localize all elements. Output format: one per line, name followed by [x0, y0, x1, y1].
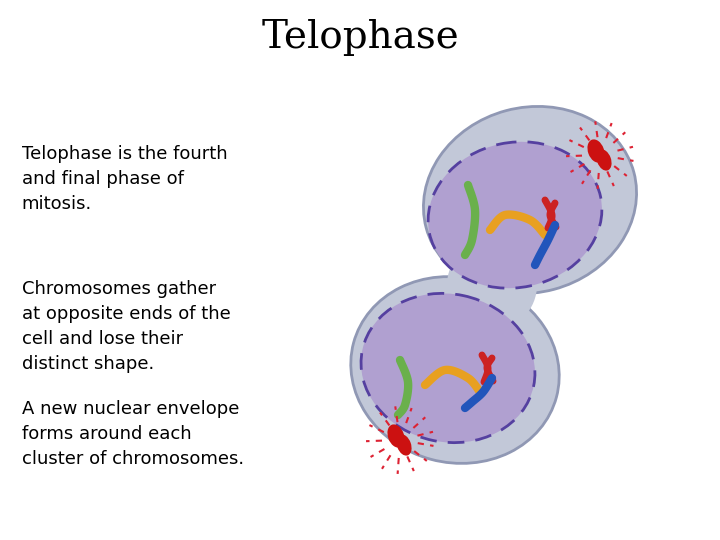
Ellipse shape [588, 139, 605, 163]
Ellipse shape [596, 150, 611, 171]
Ellipse shape [361, 293, 535, 443]
Ellipse shape [397, 434, 412, 456]
Ellipse shape [351, 276, 559, 463]
Ellipse shape [447, 240, 537, 330]
Ellipse shape [428, 142, 602, 288]
Text: Chromosomes gather
at opposite ends of the
cell and lose their
distinct shape.: Chromosomes gather at opposite ends of t… [22, 280, 230, 373]
Ellipse shape [387, 424, 405, 448]
Ellipse shape [423, 106, 636, 294]
Text: Telophase is the fourth
and final phase of
mitosis.: Telophase is the fourth and final phase … [22, 145, 228, 213]
Text: Telophase: Telophase [261, 19, 459, 57]
Text: A new nuclear envelope
forms around each
cluster of chromosomes.: A new nuclear envelope forms around each… [22, 400, 244, 468]
Ellipse shape [451, 244, 533, 326]
